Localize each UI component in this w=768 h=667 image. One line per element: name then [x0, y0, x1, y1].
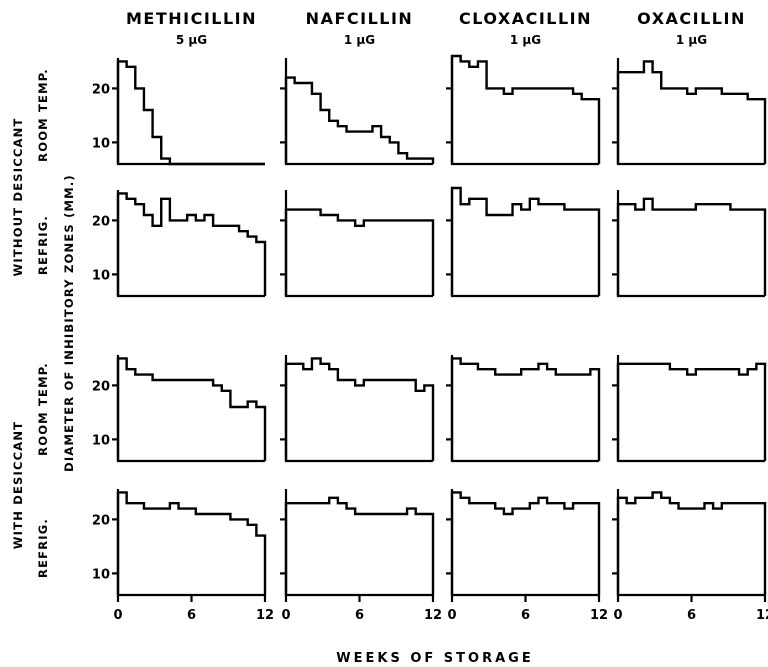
panel-r3-c1: 10 20: [92, 355, 267, 463]
column-dose-cloxacillin: 1 μG: [510, 33, 541, 47]
axis-lines: [116, 58, 265, 166]
x-tick-label: 12: [424, 608, 442, 623]
series-step-line: [116, 357, 267, 461]
y-tick-label: 10: [92, 136, 110, 151]
panel-r2-c4: [612, 190, 767, 298]
axis-lines: [284, 355, 433, 463]
column-title-cloxacillin: CLOXACILLIN: [459, 9, 592, 28]
series-step-line: [450, 357, 601, 461]
series-step-line: [284, 496, 435, 595]
axis-lines: [616, 489, 765, 597]
axis-lines: [450, 190, 599, 298]
axis-lines: [284, 190, 433, 298]
series-step-line: [450, 491, 601, 595]
column-dose-methicillin: 5 μG: [176, 33, 207, 47]
axis-lines: [616, 58, 765, 166]
y-tick-label: 10: [92, 268, 110, 283]
panel-r4-c3: 0 6 12: [446, 489, 608, 623]
row-label-4: REFRIG.: [36, 518, 50, 578]
panel-r4-c1: 10 20 0 6 12: [92, 489, 274, 623]
axis-lines: [284, 489, 433, 597]
panel-r4-c2: 0 6 12: [280, 489, 442, 623]
x-tick-label: 0: [613, 608, 622, 623]
x-tick-label: 6: [187, 608, 196, 623]
panel-r1-c2: [280, 58, 435, 166]
series-step-line: [616, 362, 767, 461]
row-label-3: ROOM TEMP.: [36, 362, 50, 456]
y-tick-label: 20: [92, 379, 110, 394]
row-label-2: REFRIG.: [36, 215, 50, 275]
column-dose-oxacillin: 1 μG: [676, 33, 707, 47]
panel-r4-c4: 0 6 12: [612, 489, 768, 623]
x-tick-label: 6: [687, 608, 696, 623]
y-axis-label: DIAMETER OF INHIBITORY ZONES (MM.): [62, 174, 76, 472]
panel-r1-c4: [612, 58, 767, 166]
group-label-with: WITH DESICCANT: [11, 421, 25, 549]
axis-lines: [616, 355, 765, 463]
row-label-1: ROOM TEMP.: [36, 68, 50, 162]
panel-r3-c4: [612, 355, 767, 463]
series-step-line: [616, 60, 767, 164]
series-step-line: [616, 491, 767, 595]
series-step-line: [616, 197, 767, 296]
panel-r2-c3: [446, 186, 601, 298]
axis-lines: [116, 190, 265, 298]
x-tick-label: 0: [281, 608, 290, 623]
x-tick-label: 6: [355, 608, 364, 623]
axis-lines: [616, 190, 765, 298]
y-tick-label: 20: [92, 513, 110, 528]
x-tick-label: 0: [113, 608, 122, 623]
column-dose-nafcillin: 1 μG: [344, 33, 375, 47]
x-tick-label: 12: [756, 608, 768, 623]
x-axis-label: WEEKS OF STORAGE: [336, 651, 533, 666]
axis-lines: [450, 355, 599, 463]
series-step-line: [450, 54, 601, 164]
group-label-without: WITHOUT DESICCANT: [11, 117, 25, 276]
series-step-line: [450, 186, 601, 296]
series-step-line: [284, 208, 435, 296]
axis-lines: [284, 58, 433, 166]
axis-lines: [450, 58, 599, 166]
y-tick-label: 20: [92, 82, 110, 97]
series-step-line: [284, 76, 435, 164]
series-step-line: [116, 60, 265, 166]
axis-lines: [450, 489, 599, 597]
panel-r1-c1: 10 20: [92, 58, 265, 166]
series-step-line: [284, 357, 435, 461]
panel-r3-c2: [280, 355, 435, 463]
x-tick-label: 12: [590, 608, 608, 623]
y-tick-label: 10: [92, 567, 110, 582]
panel-r2-c2: [280, 190, 435, 298]
panel-r1-c3: [446, 54, 601, 166]
x-tick-label: 12: [256, 608, 274, 623]
y-tick-label: 20: [92, 214, 110, 229]
axis-lines: [116, 489, 265, 597]
x-tick-label: 0: [447, 608, 456, 623]
series-step-line: [116, 192, 267, 296]
column-title-nafcillin: NAFCILLIN: [306, 9, 414, 28]
y-tick-label: 10: [92, 433, 110, 448]
x-tick-label: 6: [521, 608, 530, 623]
column-title-oxacillin: OXACILLIN: [637, 9, 746, 28]
series-step-line: [116, 491, 267, 595]
panel-r2-c1: 10 20: [92, 190, 267, 298]
column-title-methicillin: METHICILLIN: [126, 9, 257, 28]
panel-r3-c3: [446, 355, 601, 463]
